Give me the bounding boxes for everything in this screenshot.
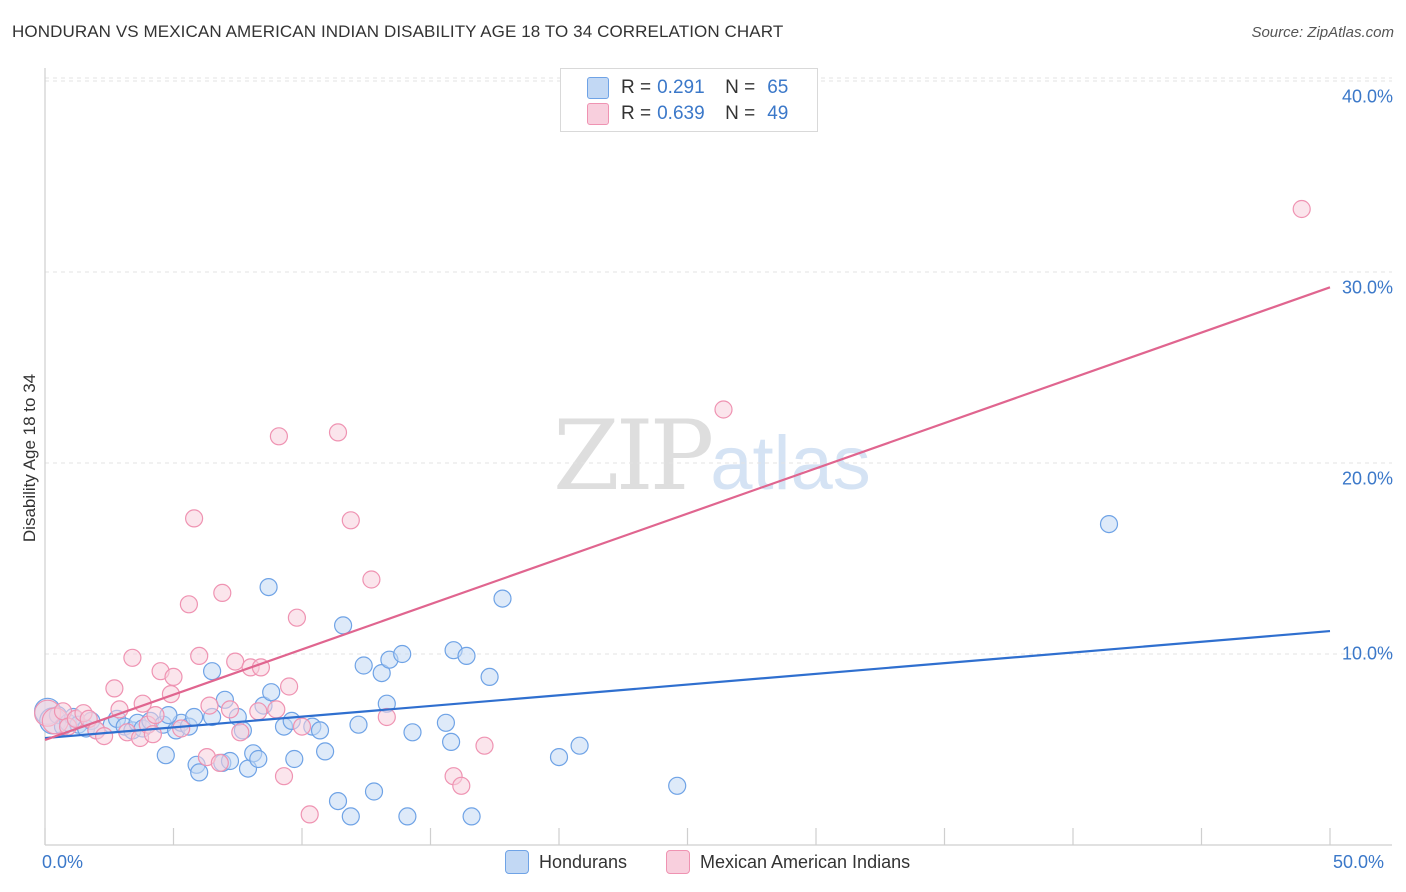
honduran-point (316, 742, 335, 761)
y-tick-label-30: 30.0% (1341, 277, 1393, 298)
mexican-american-indian-point (200, 696, 219, 715)
series-legend-hondurans[interactable]: Hondurans (505, 850, 627, 874)
legend-r-value: 0.639 (657, 103, 705, 124)
mexican-american-indian-point (172, 719, 191, 738)
mexican-american-indian-point (231, 723, 250, 742)
honduran-point (156, 746, 175, 765)
correlation-legend: R = 0.291 N = 65 R = 0.639 N = 49 (560, 68, 818, 132)
mexican-american-indian-point (328, 423, 348, 442)
legend-r-label: R = (621, 103, 652, 124)
mexican-american-indian-point (714, 400, 733, 419)
series-swatch-blue (505, 850, 529, 874)
mexican-american-indian-point (213, 583, 232, 603)
legend-n-value: 49 (767, 103, 789, 124)
watermark: ZIPatlas (553, 400, 871, 512)
honduran-point (398, 807, 417, 826)
mexican-american-indian-point (146, 705, 165, 725)
honduran-point (549, 747, 569, 767)
honduran-point (349, 715, 368, 734)
mexican-american-indian-point (362, 570, 381, 589)
honduran-point (203, 662, 222, 681)
honduran-point (372, 663, 391, 683)
mexican-american-indian-point (185, 509, 204, 528)
mexican-american-indian-point (94, 726, 114, 746)
mexican-american-indian-point (267, 700, 286, 719)
series-legend-mexican-american-indians[interactable]: Mexican American Indians (666, 850, 910, 874)
honduran-point (493, 589, 512, 608)
honduran-point (285, 749, 304, 769)
honduran-point (262, 683, 281, 702)
mexican-american-indian-point (123, 648, 142, 667)
mexican-american-indian-point (226, 652, 245, 671)
y-axis-label: Disability Age 18 to 34 (20, 373, 39, 543)
honduran-point (403, 723, 422, 742)
legend-swatch-blue (587, 77, 609, 99)
mexican-american-indian-point (341, 511, 360, 530)
honduran-point (442, 732, 461, 752)
y-tick-label-10: 10.0% (1341, 643, 1393, 664)
mexican-american-indian-point (269, 427, 288, 446)
honduran-point (310, 721, 330, 740)
honduran-trend-line (44, 629, 1331, 740)
honduran-point (393, 644, 412, 664)
mexican-american-indian-point (164, 667, 183, 687)
legend-n-label: N = (725, 103, 756, 124)
data-points (33, 199, 1311, 826)
honduran-point (570, 736, 589, 755)
source-label: Source: ZipAtlas.com (1251, 24, 1394, 41)
mexican-american-indian-point (300, 805, 319, 824)
grid-lines (45, 77, 1392, 655)
honduran-point (364, 782, 384, 801)
mexican-american-indian-point (179, 595, 198, 614)
series-swatch-pink (666, 850, 690, 874)
honduran-point (334, 616, 353, 635)
x-tick-label-max: 50.0% (1333, 852, 1385, 872)
honduran-point (259, 577, 278, 597)
trend-lines (44, 286, 1331, 741)
legend-r-value: 0.291 (657, 77, 705, 98)
mexican-american-indian-point (249, 702, 268, 721)
mexican-american-indian-point (274, 767, 294, 786)
honduran-point (354, 656, 373, 675)
honduran-point (341, 807, 360, 826)
watermark-zip: ZIP (553, 400, 714, 512)
y-tick-label-40: 40.0% (1341, 86, 1393, 107)
legend-swatch-pink (587, 103, 609, 125)
mexican-american-indian-point (280, 677, 299, 696)
honduran-point (480, 667, 499, 687)
mexican-american-indian-point (210, 753, 229, 773)
mexican-american-indian-point (452, 776, 471, 795)
legend-n-label: N = (725, 77, 756, 98)
honduran-point (436, 713, 455, 732)
mexican-american-indian-point (105, 679, 124, 698)
mexican-american-indian-point (475, 736, 494, 755)
legend-n-value: 65 (767, 77, 789, 98)
y-tick-label-20: 20.0% (1341, 468, 1393, 489)
honduran-point (190, 763, 209, 782)
chart-title: HONDURAN VS MEXICAN AMERICAN INDIAN DISA… (12, 22, 784, 41)
honduran-point (457, 646, 476, 666)
series-label-mexican-american-indians: Mexican American Indians (700, 851, 911, 872)
legend-row-hondurans: R = 0.291 N = 65 (587, 76, 788, 100)
honduran-point (668, 776, 687, 795)
mexican-american-indian-point (292, 717, 312, 736)
mexican-american-indian-point (1292, 199, 1311, 219)
mexican-american-indian-point (287, 608, 306, 627)
mexican-american-indian-point (190, 646, 209, 666)
legend-r-label: R = (621, 77, 652, 98)
x-tick-label-min: 0.0% (42, 852, 84, 872)
mexican-american-indian-trend-line (44, 286, 1331, 741)
honduran-point (328, 791, 348, 811)
legend-row-mexican-american-indians: R = 0.639 N = 49 (587, 102, 788, 126)
series-label-hondurans: Hondurans (539, 851, 628, 872)
honduran-point (249, 749, 268, 769)
mexican-american-indian-point (110, 700, 129, 719)
honduran-point (1099, 514, 1119, 534)
honduran-point (462, 807, 481, 826)
mexican-american-indian-point (220, 700, 240, 719)
